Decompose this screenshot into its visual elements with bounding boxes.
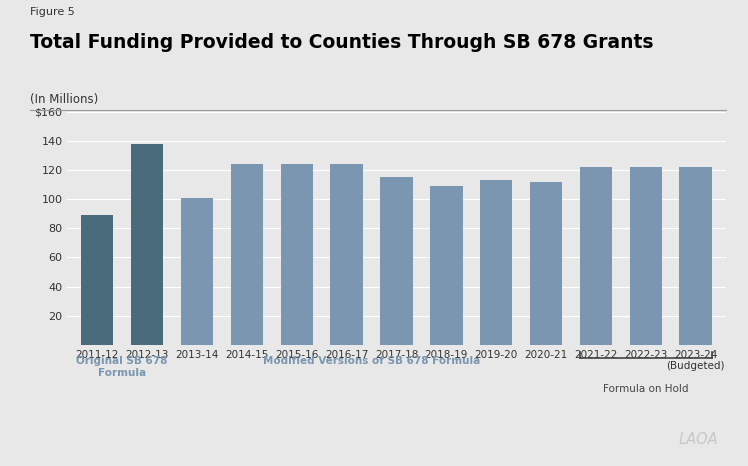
Bar [181, 198, 213, 345]
Bar [380, 178, 413, 345]
Bar [280, 164, 313, 345]
Bar [230, 164, 263, 345]
Text: (In Millions): (In Millions) [30, 93, 98, 106]
Text: Original SB 678
Formula: Original SB 678 Formula [76, 356, 168, 378]
Text: Figure 5: Figure 5 [30, 7, 75, 17]
Text: Formula on Hold: Formula on Hold [603, 384, 688, 394]
Bar [630, 167, 662, 345]
Bar [580, 167, 612, 345]
Text: LAOA: LAOA [678, 432, 718, 447]
Bar [530, 182, 562, 345]
Bar [81, 215, 114, 345]
Bar [480, 180, 512, 345]
Bar [679, 167, 712, 345]
Bar [331, 164, 363, 345]
Bar [131, 144, 163, 345]
Bar [430, 186, 462, 345]
Text: Modified Versions of SB 678 Formula: Modified Versions of SB 678 Formula [263, 356, 480, 366]
Text: Total Funding Provided to Counties Through SB 678 Grants: Total Funding Provided to Counties Throu… [30, 33, 654, 52]
